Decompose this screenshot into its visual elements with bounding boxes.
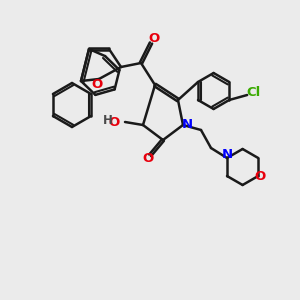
Text: O: O [109,116,120,128]
Text: O: O [148,32,160,46]
Text: O: O [142,152,154,165]
Text: O: O [255,170,266,184]
Text: Cl: Cl [246,86,260,100]
Text: H: H [103,115,113,128]
Text: O: O [92,77,103,91]
Text: N: N [221,148,233,161]
Text: N: N [182,118,193,131]
